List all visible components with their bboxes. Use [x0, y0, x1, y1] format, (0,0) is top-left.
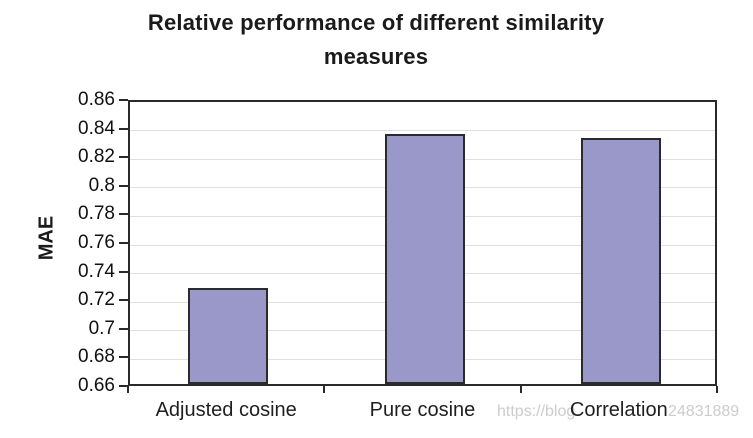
y-axis-tick [119, 213, 128, 216]
y-axis-tick [119, 184, 128, 187]
x-category-label: Pure cosine [369, 399, 476, 421]
x-axis-tick [323, 386, 326, 393]
y-axis-tick [119, 242, 128, 244]
y-tick-label: 0.74 [78, 260, 115, 282]
y-tick-label: 0.84 [78, 117, 115, 139]
y-tick-label: 0.68 [78, 346, 115, 368]
chart-title: Relative performance of different simila… [147, 10, 605, 69]
y-axis-tick [119, 99, 128, 101]
y-tick-label: 0.78 [78, 203, 115, 225]
y-axis-tick [119, 156, 128, 159]
x-category-label: Correlation [569, 399, 668, 421]
y-axis-tick [119, 356, 128, 359]
bar-correlation [580, 138, 661, 384]
x-category-label: Adjusted cosine [155, 399, 297, 421]
x-axis-tick [716, 386, 718, 393]
y-tick-label: 0.82 [78, 146, 115, 168]
y-axis-tick [119, 270, 128, 273]
y-axis-tick [119, 385, 128, 387]
x-axis-tick [519, 386, 522, 393]
y-tick-label: 0.76 [78, 232, 115, 253]
y-tick-label: 0.66 [78, 375, 115, 396]
y-tick-label: 0.86 [78, 89, 115, 110]
bar-pure-cosine [384, 133, 465, 384]
y-tick-label: 0.72 [78, 289, 115, 311]
watermark-suffix: 24831889 [668, 403, 740, 420]
watermark-prefix: https://blog [497, 403, 576, 420]
x-axis-tick [127, 386, 129, 393]
y-axis-tick [119, 327, 128, 330]
y-axis-tick [119, 127, 128, 130]
plot-area [128, 100, 717, 386]
bar-adjusted-cosine [188, 288, 269, 384]
y-tick-label: 0.8 [88, 174, 115, 196]
gridline [130, 130, 715, 132]
y-axis-tick [119, 299, 128, 302]
y-tick-label: 0.7 [88, 317, 115, 339]
